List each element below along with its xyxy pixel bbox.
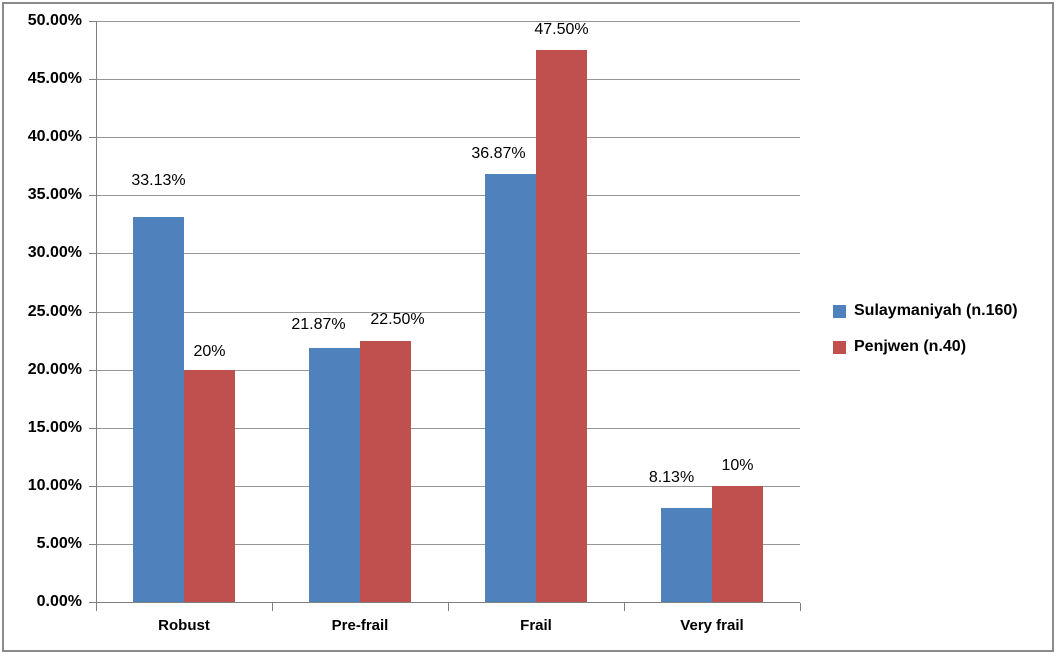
x-tick [800, 603, 801, 611]
y-tick-label: 45.00% [27, 70, 82, 88]
y-tick-label: 30.00% [27, 244, 82, 262]
data-label: 36.87% [471, 144, 526, 162]
bar-penjwen-robust [184, 369, 235, 602]
category-label-frail: Frail [520, 617, 552, 634]
y-tick [89, 253, 96, 255]
gridline [96, 485, 800, 487]
gridline [96, 195, 800, 197]
y-tick-label: 40.00% [27, 128, 82, 146]
gridline [96, 253, 800, 255]
x-tick [624, 603, 625, 611]
y-tick [89, 485, 96, 487]
y-tick [89, 195, 96, 197]
data-label: 21.87% [291, 315, 346, 333]
y-tick-label: 15.00% [27, 418, 82, 436]
y-tick [89, 543, 96, 545]
gridline [96, 21, 800, 22]
bar-penjwen-very-frail [712, 485, 763, 602]
category-label-pre-frail: Pre-frail [331, 617, 389, 634]
bar-penjwen-pre-frail [360, 340, 411, 602]
x-axis-line [89, 602, 800, 603]
data-label: 10% [721, 456, 754, 474]
bar-penjwen-frail [536, 50, 587, 602]
y-tick [89, 21, 96, 22]
data-label: 47.50% [534, 21, 589, 39]
x-tick [448, 603, 449, 611]
legend-swatch-icon [833, 340, 846, 354]
y-tick [89, 427, 96, 429]
y-tick [89, 137, 96, 139]
gridline [96, 137, 800, 139]
bar-sulaymaniyah-pre-frail [309, 347, 360, 602]
bar-sulaymaniyah-very-frail [661, 507, 712, 602]
legend-swatch-icon [833, 304, 846, 318]
y-tick-label: 0.00% [36, 593, 82, 610]
gridline [96, 311, 800, 313]
y-tick-label: 20.00% [27, 360, 82, 378]
bar-sulaymaniyah-robust [133, 217, 184, 602]
bar-sulaymaniyah-frail [485, 173, 536, 602]
y-tick-label: 35.00% [27, 186, 82, 204]
category-label-very-frail: Very frail [680, 617, 744, 634]
data-label: 20% [193, 342, 226, 360]
y-tick [89, 311, 96, 313]
y-tick-label: 10.00% [27, 476, 82, 494]
y-tick-label: 25.00% [27, 302, 82, 320]
y-axis-line [96, 21, 97, 603]
y-tick [89, 79, 96, 81]
category-label-robust: Robust [158, 617, 210, 634]
x-tick [272, 603, 273, 611]
y-tick-label: 5.00% [36, 534, 82, 552]
legend-label: Sulaymaniyah (n.160) [854, 302, 1018, 319]
legend-label: Penjwen (n.40) [854, 338, 967, 355]
gridline [96, 79, 800, 81]
gridline [96, 427, 800, 429]
legend-item-sulaymaniyah: Sulaymaniyah (n.160) [833, 301, 1018, 321]
legend-item-penjwen: Penjwen (n.40) [833, 337, 966, 357]
x-tick [96, 603, 97, 611]
gridline [96, 543, 800, 545]
data-label: 8.13% [648, 468, 695, 486]
gridline [96, 369, 800, 371]
y-tick [89, 369, 96, 371]
y-tick-label: 50.00% [27, 12, 82, 29]
data-label: 22.50% [370, 310, 425, 328]
plot-area [96, 21, 800, 602]
data-label: 33.13% [131, 172, 186, 190]
